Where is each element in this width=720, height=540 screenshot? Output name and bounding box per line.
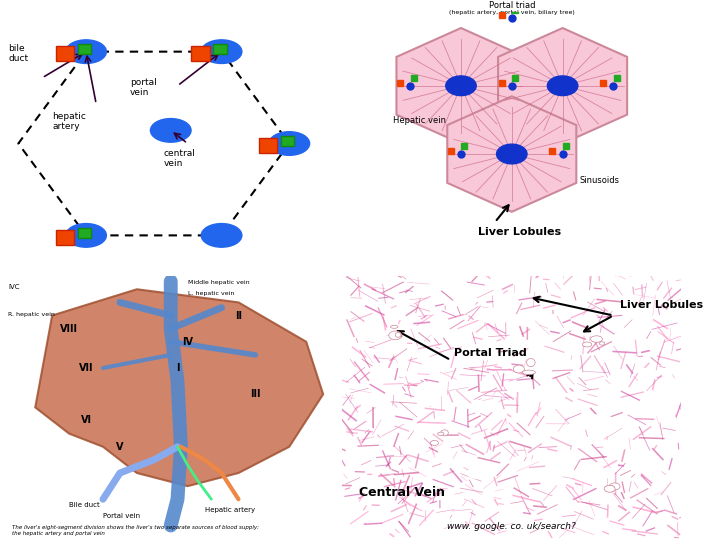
- Ellipse shape: [590, 336, 603, 342]
- PathPatch shape: [35, 289, 323, 486]
- Ellipse shape: [547, 76, 578, 96]
- Ellipse shape: [599, 342, 605, 345]
- Ellipse shape: [467, 468, 489, 478]
- Ellipse shape: [513, 365, 524, 373]
- Text: IV: IV: [182, 337, 193, 347]
- FancyBboxPatch shape: [55, 230, 74, 245]
- FancyBboxPatch shape: [213, 44, 227, 55]
- Ellipse shape: [431, 441, 438, 446]
- Polygon shape: [498, 28, 627, 144]
- Ellipse shape: [438, 432, 444, 435]
- FancyBboxPatch shape: [191, 46, 210, 61]
- Ellipse shape: [522, 370, 536, 375]
- Text: Liver Lobules: Liver Lobules: [478, 227, 561, 238]
- Text: VII: VII: [78, 363, 94, 373]
- Ellipse shape: [497, 144, 527, 164]
- Ellipse shape: [526, 359, 535, 367]
- Text: www. google. co. uk/search?: www. google. co. uk/search?: [447, 522, 576, 531]
- Ellipse shape: [605, 485, 615, 492]
- Ellipse shape: [66, 40, 107, 64]
- Ellipse shape: [66, 224, 107, 247]
- Ellipse shape: [604, 485, 615, 492]
- Text: the hepatic artery and portal vein: the hepatic artery and portal vein: [12, 531, 104, 536]
- FancyBboxPatch shape: [78, 44, 91, 55]
- Text: Middle hepatic vein: Middle hepatic vein: [188, 280, 249, 285]
- Text: L. hepatic vein: L. hepatic vein: [188, 291, 234, 295]
- Text: V: V: [116, 442, 124, 452]
- Ellipse shape: [579, 415, 614, 426]
- Text: hepatic
artery: hepatic artery: [52, 112, 86, 131]
- Text: VIII: VIII: [60, 323, 78, 334]
- Text: Portal Triad: Portal Triad: [454, 348, 527, 357]
- Polygon shape: [397, 28, 526, 144]
- Ellipse shape: [201, 40, 242, 64]
- Text: bile
duct: bile duct: [8, 44, 28, 63]
- Ellipse shape: [609, 483, 620, 490]
- FancyBboxPatch shape: [55, 46, 74, 61]
- Text: Hepatic vein: Hepatic vein: [393, 116, 446, 125]
- Text: Sinusoids: Sinusoids: [580, 176, 619, 185]
- FancyBboxPatch shape: [281, 136, 294, 146]
- Ellipse shape: [441, 430, 449, 436]
- Text: Bile duct: Bile duct: [69, 502, 100, 508]
- Text: VI: VI: [81, 415, 91, 426]
- Ellipse shape: [475, 308, 515, 323]
- FancyBboxPatch shape: [78, 227, 91, 238]
- Ellipse shape: [582, 342, 592, 347]
- Ellipse shape: [389, 331, 402, 340]
- Text: I: I: [176, 363, 179, 373]
- Ellipse shape: [390, 325, 398, 328]
- Text: (hepatic artery, portal vein, biliary tree): (hepatic artery, portal vein, biliary tr…: [449, 10, 575, 15]
- Ellipse shape: [150, 119, 191, 142]
- Ellipse shape: [414, 382, 440, 406]
- Text: Hepatic artery: Hepatic artery: [204, 508, 255, 514]
- Text: IVC: IVC: [8, 284, 19, 291]
- Text: portal
vein: portal vein: [130, 78, 157, 97]
- Text: Central Vein: Central Vein: [359, 486, 446, 500]
- FancyBboxPatch shape: [258, 138, 277, 153]
- Text: Portal triad: Portal triad: [489, 1, 535, 10]
- Text: III: III: [250, 389, 261, 399]
- Ellipse shape: [201, 224, 242, 247]
- Text: R. hepatic vein: R. hepatic vein: [8, 312, 55, 316]
- Text: II: II: [235, 310, 242, 321]
- Text: Liver Lobules: Liver Lobules: [620, 300, 703, 310]
- Ellipse shape: [395, 333, 401, 338]
- Polygon shape: [447, 96, 576, 212]
- Ellipse shape: [446, 76, 476, 96]
- Ellipse shape: [269, 132, 310, 156]
- Text: Portal vein: Portal vein: [103, 512, 140, 518]
- Text: central
vein: central vein: [164, 148, 196, 168]
- Text: The liver's eight-segment division shows the liver's two separate sources of blo: The liver's eight-segment division shows…: [12, 525, 258, 530]
